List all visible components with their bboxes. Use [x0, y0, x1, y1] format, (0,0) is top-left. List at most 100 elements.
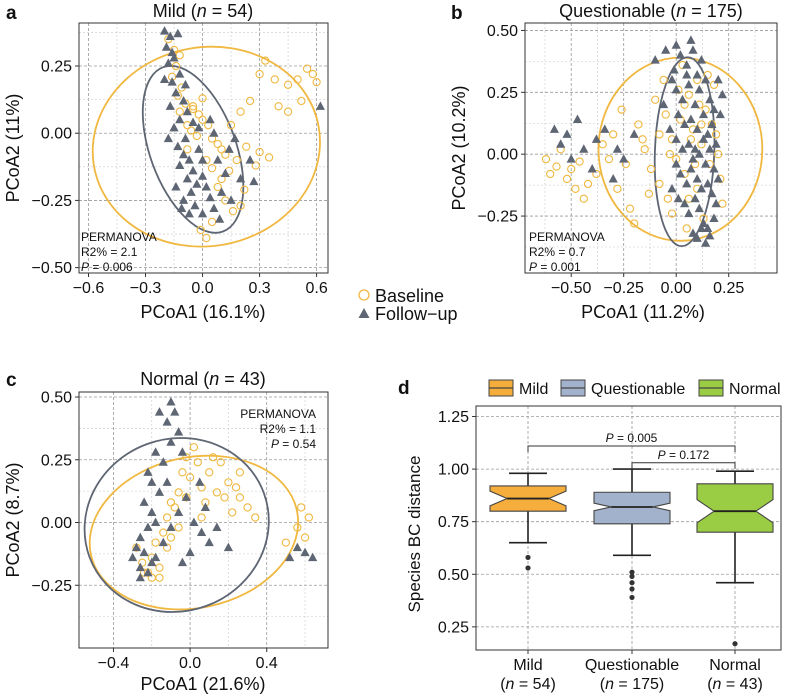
box-1-outlier [629, 573, 635, 579]
a-followup-point [175, 160, 185, 169]
c-ellipse-baseline [88, 454, 300, 611]
a-baseline-point [192, 131, 201, 141]
a-followup-point [175, 114, 185, 124]
b-followup-point [711, 139, 721, 148]
panel-a-permanova-title: PERMANOVA [81, 230, 157, 244]
box-0-outlier [525, 565, 531, 571]
box-0-outlier [525, 554, 531, 561]
a-followup-point [209, 128, 219, 137]
a-xtick-label: −0.3 [130, 280, 162, 297]
panel-b-permanova-title: PERMANOVA [529, 230, 605, 244]
c-followup-point [181, 492, 191, 501]
b-followup-point [709, 213, 719, 223]
d-ytick-label: 0.50 [438, 567, 469, 584]
a-followup-point [163, 58, 173, 67]
b-followup-point [673, 193, 683, 203]
a-followup-point [209, 203, 219, 212]
b-followup-point [713, 74, 723, 84]
a-ytick-label: 0.00 [41, 126, 72, 143]
a-followup-point [188, 165, 198, 175]
b-followup-point [688, 154, 698, 163]
a-baseline-point [297, 96, 306, 106]
panel-b-permanova: PERMANOVA R2% = 0.7 P = 0.001 [529, 230, 605, 274]
a-followup-point [167, 77, 177, 86]
b-xtick-label: −0.25 [603, 280, 644, 297]
c-baseline-point [197, 513, 206, 522]
c-followup-point [135, 532, 145, 542]
d-ytick-label: 1.25 [438, 409, 469, 426]
a-ytick-label: −0.25 [32, 193, 73, 210]
b-followup-point [591, 134, 601, 143]
panel-a-xlabel: PCoA1 (16.1%) [140, 302, 265, 322]
box-2-body [696, 483, 774, 533]
a-followup-point [171, 181, 181, 191]
a-xtick-label: 0.0 [191, 280, 213, 297]
comparison-p-symbol: P [658, 448, 666, 462]
a-baseline-point [202, 233, 211, 243]
comparison-0-bracket [527, 445, 736, 452]
a-followup-point [177, 203, 187, 212]
c-followup-point [292, 542, 302, 552]
c-baseline-point [189, 443, 199, 452]
b-followup-point [680, 198, 690, 208]
b-followup-point [612, 144, 622, 153]
legend-followup-label: Follow−up [375, 304, 458, 324]
c-baseline-point [231, 483, 241, 492]
d-category-n-open: ( [707, 676, 713, 693]
panel-c: c Normal (n = 43) −0.4 0.0 0.4 0.50 0.25 0.00… [3, 369, 329, 694]
b-followup-point [711, 198, 721, 208]
a-baseline-point [302, 64, 312, 73]
d-category-n-open: ( [500, 676, 506, 693]
b-followup-point [696, 183, 706, 193]
b-ellipse-followup [653, 56, 716, 248]
c-baseline-point [212, 488, 222, 497]
b-followup-point [717, 89, 727, 99]
a-followup-point [165, 101, 175, 110]
a-followup-point [184, 155, 194, 164]
b-followup-point [701, 74, 711, 84]
c-baseline-point [159, 528, 168, 537]
b-followup-point [688, 228, 698, 237]
a-followup-point [171, 87, 181, 97]
panel-b-grid [525, 23, 777, 273]
b-followup-point [690, 99, 700, 109]
a-baseline-point [293, 75, 302, 84]
a-baseline-point [196, 225, 205, 235]
box-legend-mild-label: Mild [519, 381, 548, 398]
box-legend-questionable: Questionable [560, 379, 685, 398]
box-1-outlier [629, 580, 635, 586]
c-baseline-point [178, 468, 187, 477]
c-followup-point [143, 567, 153, 577]
a-baseline-point [207, 217, 217, 227]
a-baseline-point [175, 51, 184, 60]
a-followup-point [173, 141, 183, 151]
c-baseline-point [208, 453, 218, 462]
c-followup-point [139, 547, 149, 557]
c-followup-point [143, 522, 153, 532]
a-followup-point [188, 117, 198, 126]
a-followup-point [159, 74, 170, 83]
c-followup-point [212, 522, 222, 532]
c-baseline-point [304, 513, 313, 522]
b-followup-point [587, 164, 597, 173]
c-followup-point [200, 502, 211, 511]
a-xtick-label: −0.6 [73, 280, 105, 297]
b-followup-point [686, 164, 696, 173]
b-baseline-point [644, 189, 654, 198]
b-baseline-point [703, 70, 712, 80]
b-followup-point [713, 173, 723, 183]
b-followup-point [562, 129, 572, 138]
panel-a-permanova-r2: R2% = 2.1 [81, 245, 138, 259]
panel-a-frame [78, 22, 329, 274]
c-baseline-point [224, 478, 233, 487]
a-followup-point [197, 171, 208, 180]
b-followup-point [675, 168, 685, 178]
b-baseline-point [579, 194, 588, 203]
a-followup-point [169, 122, 179, 132]
a-baseline-point [188, 102, 198, 111]
a-followup-point [186, 187, 196, 196]
d-category-n: (n = 175) [600, 676, 665, 693]
a-followup-point [213, 155, 223, 164]
panel-b-axes: −0.50 −0.25 0.00 0.25 0.50 0.25 0.00 −0.25 [478, 23, 745, 297]
